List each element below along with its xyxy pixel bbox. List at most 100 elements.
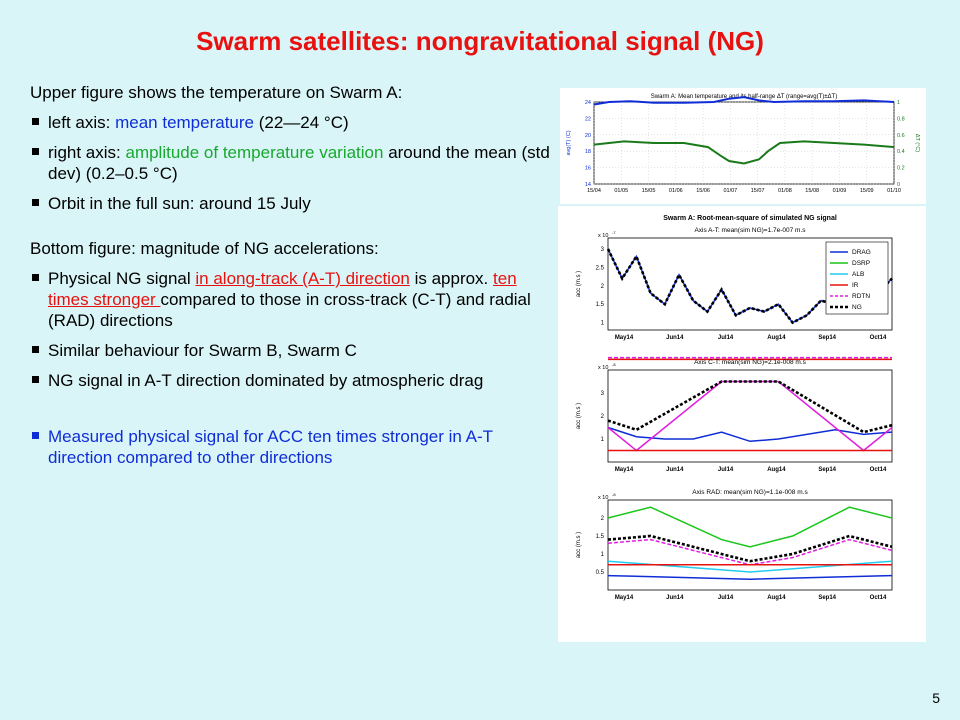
y-tick-left: 14	[585, 182, 591, 188]
x-tick-label: Jun14	[666, 335, 684, 341]
y-tick-label: 2.5	[596, 265, 605, 271]
x-tick-label: 15/05	[642, 188, 656, 194]
x-tick-label: Aug14	[767, 335, 786, 341]
y-axis-label: acc (m.s )	[576, 403, 582, 429]
y-tick-label: 1	[601, 321, 605, 327]
x-tick-label: Aug14	[767, 595, 786, 601]
x-tick-label: Sep14	[818, 335, 836, 341]
y-tick-right: 0.4	[897, 149, 905, 155]
x-tick-label: May14	[615, 335, 634, 341]
series-line-ng	[607, 534, 893, 563]
x-tick-label: Oct14	[870, 467, 887, 473]
x-tick-label: 15/07	[751, 188, 765, 194]
bullet-similar: Similar behaviour for Swarm B, Swarm C	[30, 340, 550, 361]
y-tick-label: 2	[601, 516, 605, 522]
bullet-marker	[32, 199, 39, 206]
x-tick-label: Aug14	[767, 467, 786, 473]
legend-label: NG	[852, 304, 862, 311]
bullet-right-axis: right axis: amplitude of temperature var…	[30, 142, 550, 184]
panel-subtitle: Axis RAD: mean(sim NG)=1.1e-008 m.s	[692, 489, 808, 496]
y-tick-right: 0.8	[897, 116, 905, 122]
text-column: Upper figure shows the temperature on Sw…	[30, 82, 550, 468]
x-tick-label: Jun14	[666, 467, 684, 473]
y-tick-label: 0.5	[596, 570, 605, 576]
y-tick-label: 2	[601, 414, 605, 420]
series-line-drag	[607, 426, 893, 443]
y-tick-right: 0.6	[897, 133, 905, 139]
slide-number: 5	[932, 690, 940, 706]
x-tick-label: 15/08	[805, 188, 819, 194]
chart-title: Swarm A: Root-mean-square of simulated N…	[663, 215, 837, 222]
x-tick-label: May14	[615, 595, 634, 601]
bullet-orbit: Orbit in the full sun: around 15 July	[30, 193, 550, 214]
series-line	[593, 140, 895, 165]
ng-acceleration-chart: Swarm A: Root-mean-square of simulated N…	[576, 215, 893, 601]
y-tick-right: 1	[897, 100, 900, 106]
x-tick-label: Sep14	[818, 467, 836, 473]
legend-box	[825, 241, 889, 315]
x-tick-label: 15/04	[587, 188, 601, 194]
plot-frame	[607, 499, 893, 591]
x-tick-label: Jun14	[666, 595, 684, 601]
y-tick-label: 1	[601, 437, 605, 443]
y-tick-left: 20	[585, 133, 591, 139]
bullet-marker	[32, 274, 39, 281]
x-tick-label: 01/08	[778, 188, 792, 194]
conclusion-bullets: Measured physical signal for ACC ten tim…	[30, 426, 550, 468]
y-tick-label: 3	[601, 391, 605, 397]
legend-label: ALB	[852, 271, 864, 278]
bullet-marker	[32, 346, 39, 353]
bullet-marker	[32, 118, 39, 125]
series-line-ng	[607, 380, 893, 434]
bullet-left-axis: left axis: mean temperature (22—24 °C)	[30, 112, 550, 133]
y-tick-label: 1.5	[596, 534, 605, 540]
x-tick-label: 01/05	[614, 188, 628, 194]
x-tick-label: May14	[615, 467, 634, 473]
y-tick-label: 3	[601, 247, 605, 253]
slide-title: Swarm satellites: nongravitational signa…	[196, 26, 764, 56]
exponent-label: x 10	[598, 495, 608, 501]
x-tick-label: 01/06	[669, 188, 683, 194]
y-axis-label: acc (m.s )	[576, 532, 582, 558]
legend-label: IR	[852, 282, 859, 289]
ng-acceleration-figure: Swarm A: Root-mean-square of simulated N…	[558, 206, 926, 642]
x-tick-label: Oct14	[870, 595, 887, 601]
y-axis-label-right: ΔT (°C)	[914, 134, 920, 152]
x-tick-label: Oct14	[870, 335, 887, 341]
upper-bullets: left axis: mean temperature (22—24 °C) r…	[30, 112, 550, 214]
legend-label: DSRP	[852, 260, 870, 267]
x-tick-label: 01/07	[723, 188, 737, 194]
y-tick-right: 0.2	[897, 166, 905, 172]
x-tick-label: 01/09	[833, 188, 847, 194]
legend-label: DRAG	[852, 249, 871, 256]
y-axis-label-left: avg(T) (C)	[566, 130, 572, 155]
y-tick-left: 24	[585, 100, 591, 106]
bullet-drag: NG signal in A-T direction dominated by …	[30, 370, 550, 391]
temperature-chart: Swarm A: Mean temperature and its half-r…	[566, 94, 920, 194]
exponent-label: x 10	[598, 365, 608, 371]
legend-label: RDTN	[852, 293, 870, 300]
y-tick-left: 18	[585, 149, 591, 155]
x-tick-label: Jul14	[718, 595, 734, 601]
plot-frame	[607, 369, 893, 463]
bullet-marker	[32, 376, 39, 383]
intro-text: Upper figure shows the temperature on Sw…	[30, 83, 403, 102]
x-tick-label: 01/10	[887, 188, 901, 194]
y-tick-label: 1	[601, 552, 605, 558]
panel-subtitle: Axis C-T: mean(sim NG)=2.1e-008 m.s	[694, 359, 807, 366]
bottom-bullets: Physical NG signal in along-track (A-T) …	[30, 268, 550, 391]
bottom-intro-text: Bottom figure: magnitude of NG accelerat…	[30, 239, 379, 258]
x-tick-label: Sep14	[818, 595, 836, 601]
x-tick-label: 15/06	[696, 188, 710, 194]
y-axis-label: acc (m.s )	[576, 271, 582, 297]
bullet-conclusion: Measured physical signal for ACC ten tim…	[30, 426, 550, 468]
bullet-marker	[32, 148, 39, 155]
y-tick-left: 22	[585, 116, 591, 122]
series-line	[593, 96, 895, 106]
temperature-figure: Swarm A: Mean temperature and its half-r…	[560, 88, 926, 204]
x-tick-label: Jul14	[718, 467, 734, 473]
exponent-power: -8	[612, 492, 616, 497]
series-line-dsrp	[607, 506, 893, 548]
x-tick-label: Jul14	[718, 335, 734, 341]
y-tick-right: 0	[897, 182, 900, 188]
